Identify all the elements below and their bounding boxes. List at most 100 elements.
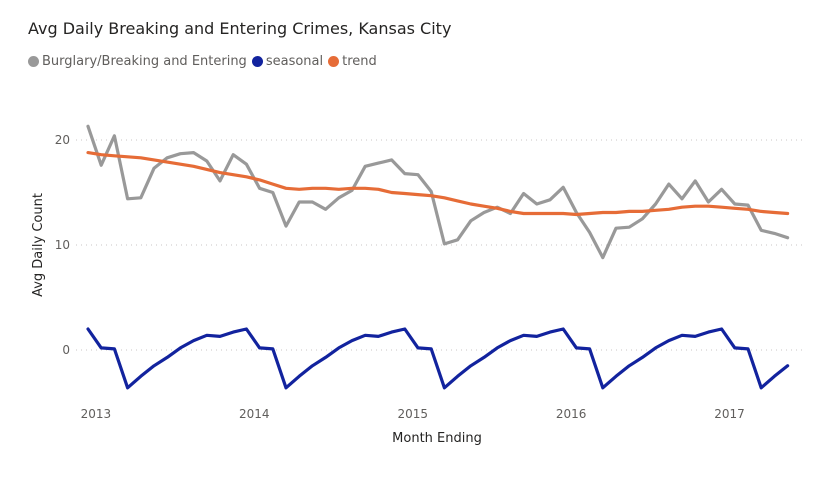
data-point[interactable] [665, 205, 673, 213]
data-point[interactable] [440, 240, 448, 248]
data-point[interactable] [137, 194, 145, 202]
data-point[interactable] [176, 150, 184, 158]
data-point[interactable] [84, 325, 92, 333]
data-point[interactable] [612, 224, 620, 232]
data-point[interactable] [163, 353, 171, 361]
data-point[interactable] [335, 185, 343, 193]
data-point[interactable] [770, 229, 778, 237]
data-point[interactable] [361, 184, 369, 192]
data-point[interactable] [150, 362, 158, 370]
data-point[interactable] [322, 184, 330, 192]
data-point[interactable] [137, 154, 145, 162]
data-point[interactable] [612, 208, 620, 216]
data-point[interactable] [388, 189, 396, 197]
data-point[interactable] [731, 344, 739, 352]
legend-item-burglary[interactable]: Burglary/Breaking and Entering [28, 54, 247, 69]
data-point[interactable] [454, 236, 462, 244]
data-point[interactable] [718, 325, 726, 333]
data-point[interactable] [190, 337, 198, 345]
data-point[interactable] [150, 156, 158, 164]
data-point[interactable] [176, 344, 184, 352]
data-point[interactable] [242, 325, 250, 333]
data-point[interactable] [229, 171, 237, 179]
data-point[interactable] [718, 203, 726, 211]
data-point[interactable] [731, 204, 739, 212]
data-point[interactable] [546, 210, 554, 218]
data-point[interactable] [124, 195, 132, 203]
data-point[interactable] [784, 362, 792, 370]
data-point[interactable] [770, 208, 778, 216]
data-point[interactable] [308, 198, 316, 206]
data-point[interactable] [493, 204, 501, 212]
data-point[interactable] [599, 208, 607, 216]
data-point[interactable] [256, 176, 264, 184]
data-point[interactable] [190, 149, 198, 157]
data-point[interactable] [440, 384, 448, 392]
data-point[interactable] [335, 194, 343, 202]
data-point[interactable] [269, 345, 277, 353]
data-point[interactable] [163, 158, 171, 166]
data-point[interactable] [97, 344, 105, 352]
data-point[interactable] [203, 165, 211, 173]
data-point[interactable] [625, 223, 633, 231]
data-point[interactable] [704, 328, 712, 336]
data-point[interactable] [427, 345, 435, 353]
data-point[interactable] [308, 362, 316, 370]
data-point[interactable] [784, 234, 792, 242]
data-point[interactable] [533, 332, 541, 340]
data-point[interactable] [374, 185, 382, 193]
data-point[interactable] [625, 362, 633, 370]
data-point[interactable] [559, 325, 567, 333]
data-point[interactable] [638, 207, 646, 215]
data-point[interactable] [150, 164, 158, 172]
data-point[interactable] [691, 332, 699, 340]
data-point[interactable] [612, 372, 620, 380]
data-point[interactable] [520, 331, 528, 339]
data-point[interactable] [467, 200, 475, 208]
data-point[interactable] [256, 184, 264, 192]
data-point[interactable] [665, 180, 673, 188]
data-point[interactable] [665, 337, 673, 345]
data-point[interactable] [295, 372, 303, 380]
data-point[interactable] [308, 184, 316, 192]
data-point[interactable] [414, 171, 422, 179]
data-point[interactable] [467, 362, 475, 370]
data-point[interactable] [242, 160, 250, 168]
data-point[interactable] [322, 353, 330, 361]
data-point[interactable] [533, 200, 541, 208]
data-point[interactable] [520, 210, 528, 218]
data-point[interactable] [242, 173, 250, 181]
data-point[interactable] [572, 344, 580, 352]
data-point[interactable] [216, 177, 224, 185]
data-point[interactable] [559, 183, 567, 191]
data-point[interactable] [374, 332, 382, 340]
data-point[interactable] [757, 207, 765, 215]
data-point[interactable] [229, 151, 237, 159]
data-point[interactable] [652, 206, 660, 214]
data-point[interactable] [269, 189, 277, 197]
data-point[interactable] [401, 325, 409, 333]
data-point[interactable] [124, 384, 132, 392]
data-point[interactable] [427, 192, 435, 200]
data-point[interactable] [84, 149, 92, 157]
data-point[interactable] [586, 345, 594, 353]
data-point[interactable] [137, 372, 145, 380]
data-point[interactable] [691, 177, 699, 185]
data-point[interactable] [216, 332, 224, 340]
data-point[interactable] [348, 337, 356, 345]
data-point[interactable] [520, 190, 528, 198]
data-point[interactable] [757, 384, 765, 392]
data-point[interactable] [414, 191, 422, 199]
data-point[interactable] [467, 217, 475, 225]
data-point[interactable] [691, 202, 699, 210]
data-point[interactable] [414, 344, 422, 352]
data-point[interactable] [388, 328, 396, 336]
data-point[interactable] [216, 169, 224, 177]
series-line-burglary-breaking-and-entering[interactable] [86, 124, 790, 260]
data-point[interactable] [559, 210, 567, 218]
data-point[interactable] [269, 180, 277, 188]
data-point[interactable] [572, 211, 580, 219]
data-point[interactable] [203, 331, 211, 339]
data-point[interactable] [110, 152, 118, 160]
data-point[interactable] [506, 207, 514, 215]
